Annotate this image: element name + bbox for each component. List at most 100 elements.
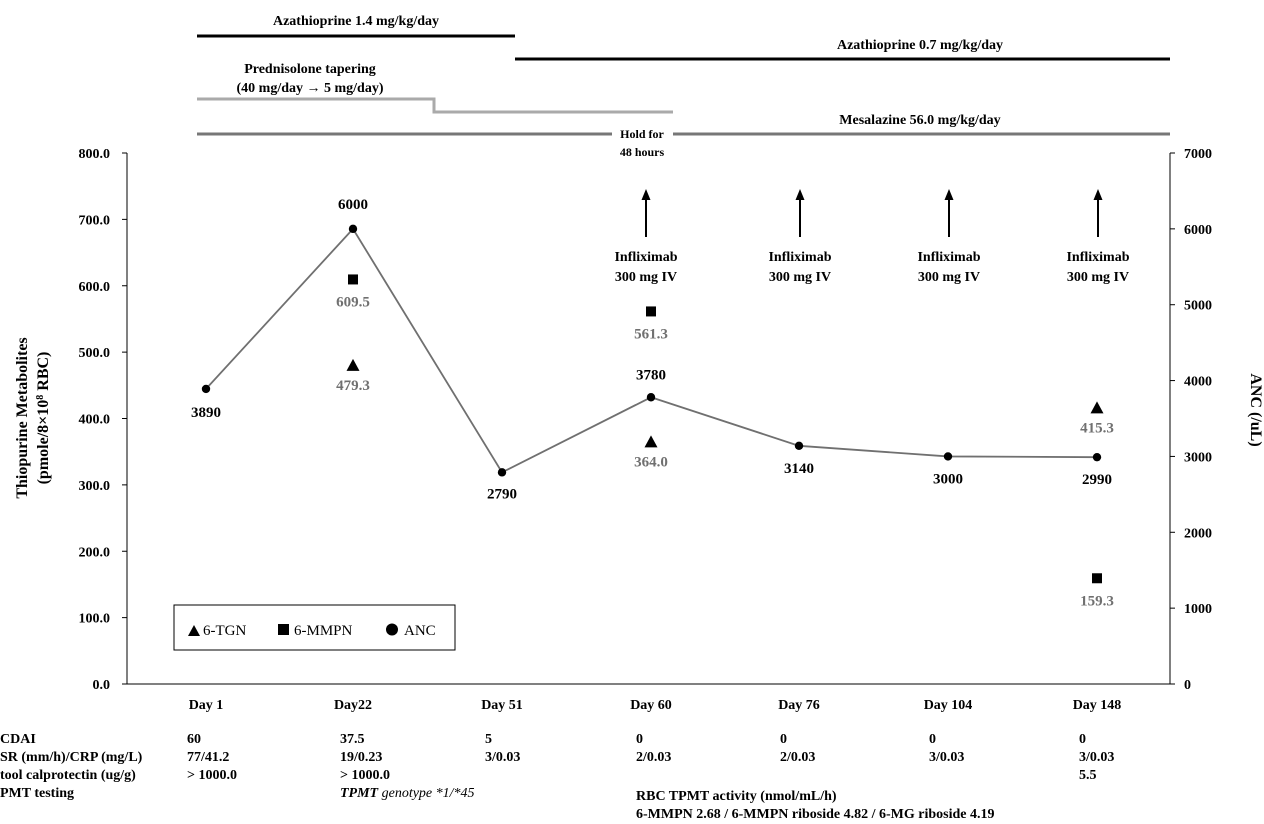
table-row-labels: CDAI SR (mm/h)/CRP (mg/L) tool calprotec…	[0, 731, 142, 803]
table-column: 0 3/0.03	[929, 731, 964, 785]
anc-point	[497, 468, 507, 477]
arrow-head-icon	[944, 189, 954, 200]
axes: 0.0 100.0 200.0 300.0 400.0 500.0 600.0 700.0 80…	[14, 147, 1264, 713]
infliximab-dose: 300 mg IV	[1067, 270, 1129, 285]
anc-point	[794, 441, 804, 451]
infliximab-dose: 300 mg IV	[615, 270, 677, 285]
y-left-label-2: (pmole/8×108 RBC)	[35, 352, 53, 485]
mmpn-data-label: 609.5	[336, 294, 370, 310]
left-tick-label: 300.0	[79, 479, 111, 494]
legend-square-icon	[278, 624, 289, 635]
table-cell	[929, 767, 964, 785]
left-tick-label: 700.0	[79, 213, 111, 228]
table-cell: 0	[780, 732, 787, 747]
table-cell: 2/0.03	[636, 750, 672, 765]
right-tick-label: 3000	[1184, 450, 1212, 465]
mmpn-data-label: 561.3	[634, 326, 668, 342]
infliximab-label: Infliximab	[917, 250, 980, 265]
table-column: 37.5 19/0.23 > 1000.0	[340, 731, 390, 785]
legend-anc: ANC	[404, 623, 436, 639]
table-cell	[636, 767, 671, 785]
anc-data-label: 3000	[933, 471, 963, 487]
x-tick-label: Day 1	[189, 698, 224, 713]
infliximab-label: Infliximab	[768, 250, 831, 265]
tgn-point	[346, 358, 360, 371]
x-tick-label: Day 148	[1073, 698, 1122, 713]
table-cell: 3/0.03	[485, 750, 521, 765]
aza2-label: Azathioprine 0.7 mg/kg/day	[837, 38, 1003, 53]
infliximab-dose: 300 mg IV	[769, 270, 831, 285]
tpmt-genotype-gene: TPMT	[340, 786, 379, 801]
arrow-head-icon	[1093, 189, 1103, 200]
anc-data-label: 3890	[191, 405, 221, 421]
right-tick-label: 1000	[1184, 602, 1212, 617]
table-cell: 60	[187, 732, 201, 747]
anc-data-label: 2790	[487, 486, 517, 502]
right-tick-label: 2000	[1184, 526, 1212, 541]
table-cell	[780, 767, 815, 785]
x-tick-label: Day22	[334, 698, 372, 713]
mmpn-point	[646, 306, 656, 317]
legend: 6-TGN 6-MMPN ANC	[173, 604, 456, 651]
anc-point	[201, 384, 211, 394]
table-cell: 0	[929, 732, 936, 747]
left-tick-label: 500.0	[79, 346, 111, 361]
rbc-tpmt-line1: RBC TPMT activity (nmol/mL/h)	[636, 789, 837, 804]
right-tick-label: 5000	[1184, 299, 1212, 314]
table-cell: > 1000.0	[340, 768, 390, 783]
mesa-label: Mesalazine 56.0 mg/kg/day	[839, 113, 1000, 128]
right-tick-labels: 0 1000 2000 3000 4000 5000 6000 7000	[1170, 147, 1212, 693]
table-column: 0 2/0.03	[780, 731, 815, 785]
anc-point	[646, 393, 656, 402]
y-left-label-1: Thiopurine Metabolites	[14, 337, 31, 498]
pred-label-1: Prednisolone tapering	[244, 62, 376, 77]
anc-line	[205, 227, 1098, 474]
arrow-head-icon	[795, 189, 805, 200]
infliximab-label: Infliximab	[614, 250, 677, 265]
legend-box	[173, 604, 456, 651]
mmpn-data-label: 159.3	[1080, 593, 1114, 609]
table-cell: 2/0.03	[780, 750, 816, 765]
legend-triangle-icon	[188, 625, 200, 636]
anc-point	[348, 224, 358, 234]
tgn-data-label: 479.3	[336, 378, 370, 394]
infliximab-label: Infliximab	[1066, 250, 1129, 265]
table-cell: 0	[1079, 732, 1086, 747]
right-tick-label: 0	[1184, 678, 1191, 693]
legend-6mmpn: 6-MMPN	[294, 623, 353, 639]
row-label-calprotectin: tool calprotectin (ug/g)	[0, 768, 136, 783]
table-column: 0 3/0.03 5.5	[1079, 731, 1114, 785]
arrow-head-icon	[641, 189, 651, 200]
right-tick-label: 7000	[1184, 147, 1212, 162]
anc-data-label: 3140	[784, 461, 814, 477]
left-tick-label: 400.0	[79, 413, 111, 428]
table-cell: 77/41.2	[187, 750, 230, 765]
table-cell: 19/0.23	[340, 750, 383, 765]
mmpn-point	[1092, 573, 1102, 584]
table-cell: 3/0.03	[929, 750, 965, 765]
rbc-tpmt-activity: RBC TPMT activity (nmol/mL/h) 6-MMPN 2.6…	[636, 788, 995, 824]
x-tick-label: Day 104	[924, 698, 973, 713]
tpmt-genotype-value: genotype *1/*45	[378, 786, 475, 801]
row-label-esr-crp: SR (mm/h)/CRP (mg/L)	[0, 750, 143, 765]
table-cell: 37.5	[340, 732, 365, 747]
right-tick-label: 6000	[1184, 223, 1212, 238]
tgn-point	[644, 435, 658, 448]
infliximab-dose: 300 mg IV	[918, 270, 980, 285]
aza1-label: Azathioprine 1.4 mg/kg/day	[273, 14, 439, 29]
anc-data-label: 6000	[338, 197, 368, 213]
x-tick-label: Day 60	[630, 698, 672, 713]
left-tick-labels: 0.0 100.0 200.0 300.0 400.0 500.0 600.0 700.0 80…	[79, 147, 127, 693]
table-cell: > 1000.0	[187, 768, 237, 783]
pred-bar	[197, 97, 673, 114]
row-label-cdai: CDAI	[0, 732, 36, 747]
legend-6tgn: 6-TGN	[203, 623, 246, 639]
row-label-tpmt: PMT testing	[0, 786, 75, 801]
tgn-data-label: 415.3	[1080, 420, 1114, 436]
table-column: 5 3/0.03	[485, 731, 520, 785]
table-cell: 5.5	[1079, 768, 1097, 783]
right-tick-label: 4000	[1184, 375, 1212, 390]
pred-label-2: (40 mg/day → 5 mg/day)	[237, 81, 384, 96]
tpmt-genotype: TPMT genotype *1/*45	[340, 785, 475, 803]
